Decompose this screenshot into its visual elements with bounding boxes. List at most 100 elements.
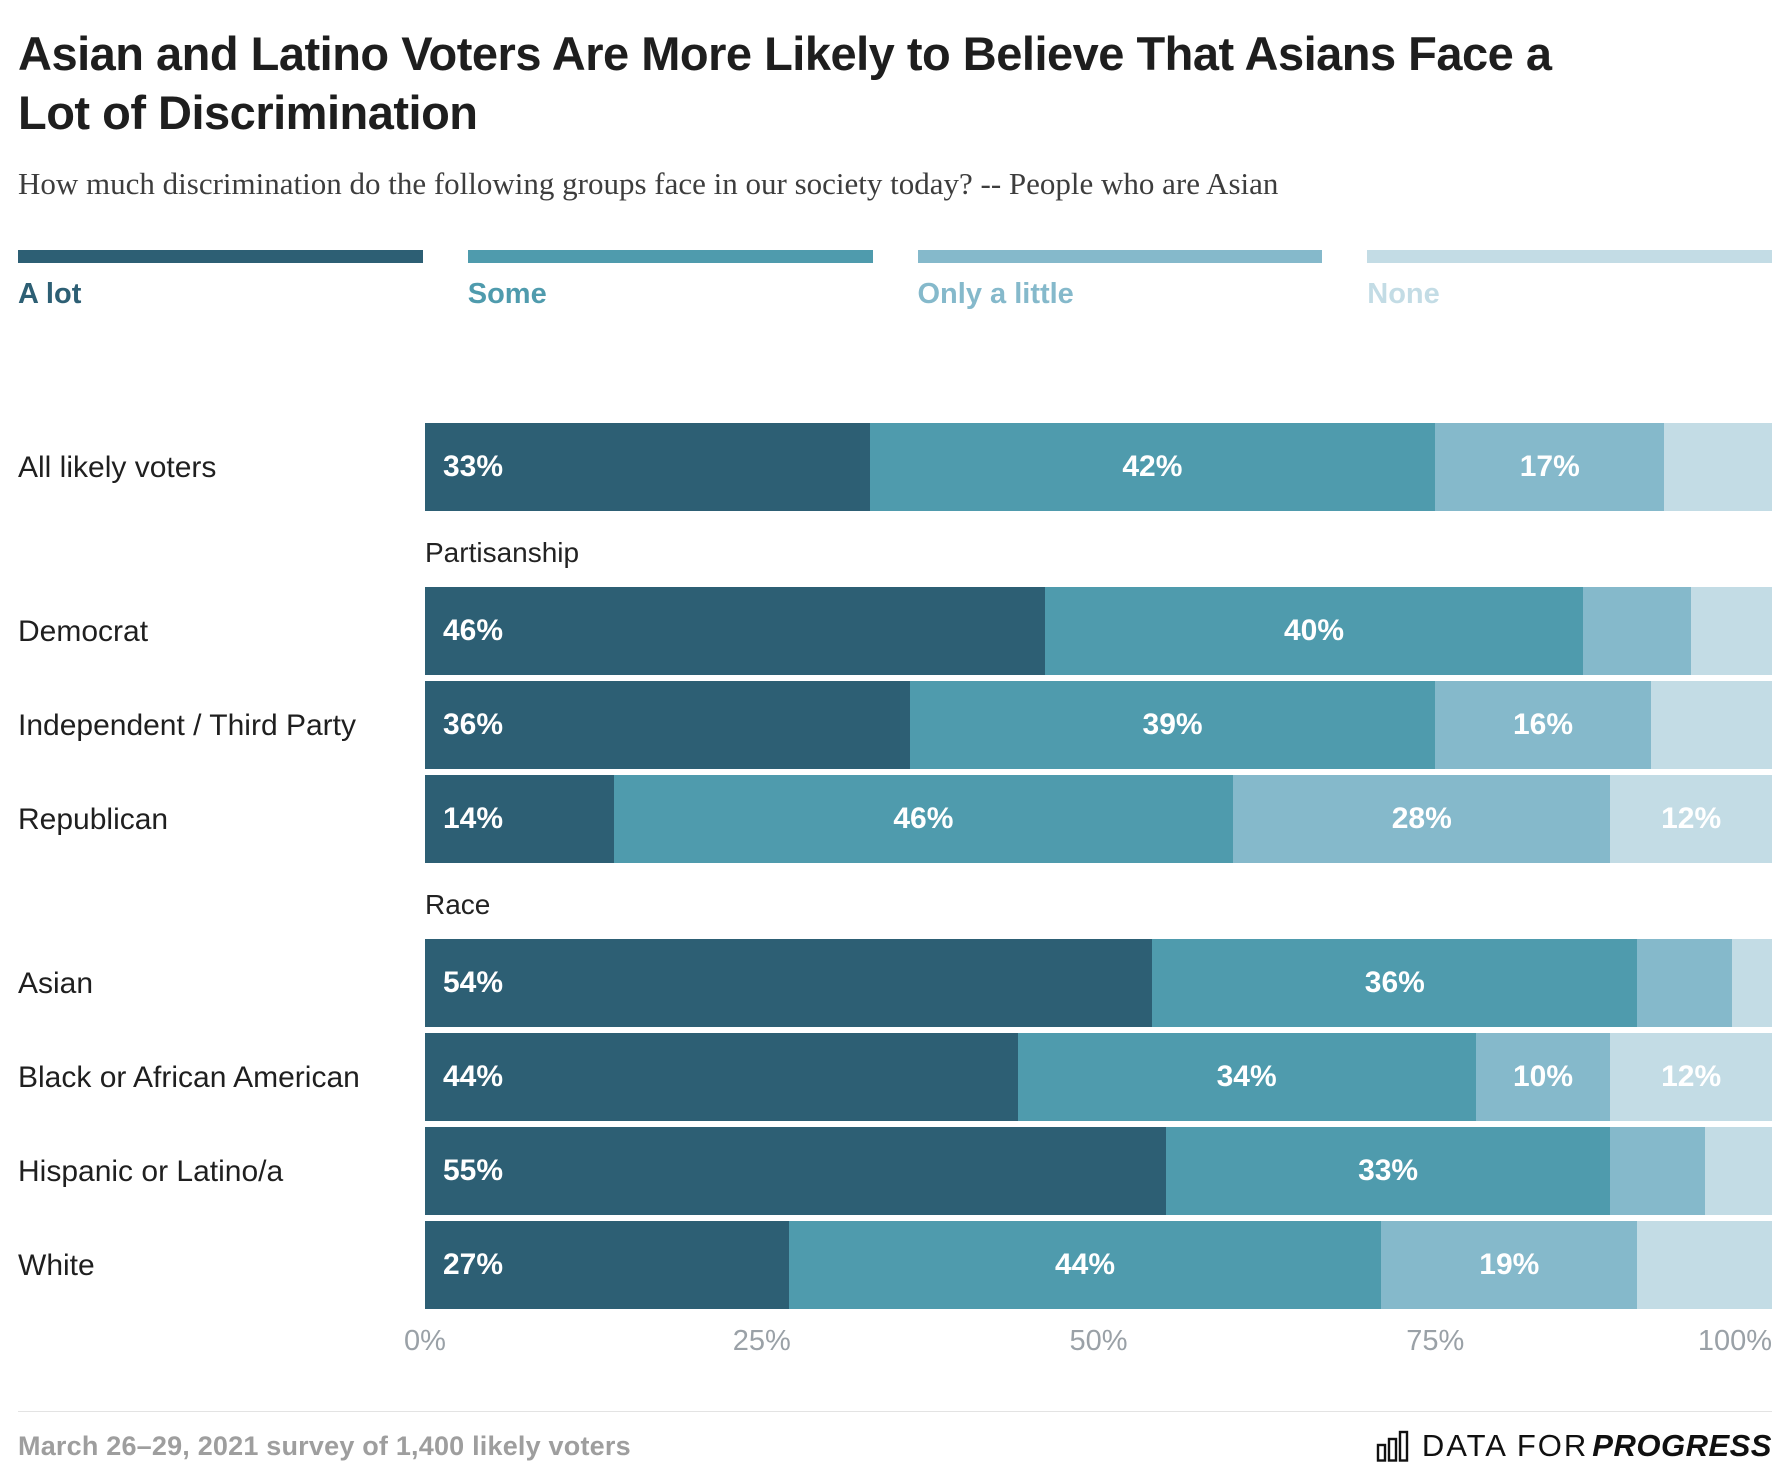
x-axis-tick: 25%	[732, 1325, 791, 1358]
bar-segment-only-a-little	[1583, 587, 1692, 676]
stacked-bar: 14% 46% 28% 12%	[425, 775, 1772, 864]
bar-segment-only-a-little: 16%	[1435, 681, 1651, 770]
chart-subtitle: How much discrimination do the following…	[18, 166, 1279, 202]
segment-value-label: 14%	[443, 802, 504, 836]
bar-segment-some: 40%	[1044, 587, 1584, 676]
bar-segment-some: 34%	[1017, 1033, 1476, 1122]
legend-swatch	[917, 250, 1323, 264]
bar-segment-none	[1637, 1221, 1772, 1310]
segment-value-label: 42%	[1122, 450, 1183, 484]
legend-swatch	[467, 250, 873, 264]
row-label: Democrat	[18, 614, 149, 648]
bar-segment-none: 12%	[1610, 775, 1772, 864]
legend-item-some: Some	[467, 250, 873, 311]
bar-segment-only-a-little: 19%	[1381, 1221, 1638, 1310]
row-label: White	[18, 1248, 95, 1282]
segment-value-label: 34%	[1216, 1060, 1277, 1094]
segment-value-label: 39%	[1142, 708, 1203, 742]
stacked-bar-chart: All likely voters 33% 42% 17% Partisanship De…	[18, 423, 1772, 1310]
stacked-bar: 33% 42% 17%	[425, 423, 1772, 512]
chart-row-independent-third-party: Independent / Third Party 36% 39% 16%	[18, 681, 1772, 770]
chart-row-republican: Republican 14% 46% 28% 12%	[18, 775, 1772, 864]
segment-value-label: 19%	[1479, 1248, 1540, 1282]
segment-value-label: 27%	[443, 1248, 504, 1282]
segment-value-label: 10%	[1512, 1060, 1573, 1094]
segment-value-label: 40%	[1283, 614, 1345, 648]
segment-value-label: 17%	[1519, 450, 1580, 484]
bar-segment-only-a-little: 17%	[1435, 423, 1665, 512]
row-label: Asian	[18, 966, 94, 1000]
row-label: All likely voters	[18, 450, 217, 484]
chart-row-all-likely-voters: All likely voters 33% 42% 17%	[18, 423, 1772, 512]
bar-segment-none	[1664, 423, 1772, 512]
bar-segment-a-lot: 55%	[425, 1127, 1166, 1216]
legend-item-none: None	[1367, 250, 1772, 311]
row-label: Independent / Third Party	[18, 708, 356, 742]
stacked-bar: 55% 33%	[425, 1127, 1772, 1216]
bar-segment-a-lot: 44%	[425, 1033, 1018, 1122]
segment-value-label: 54%	[443, 966, 504, 1000]
segment-value-label: 44%	[1055, 1248, 1116, 1282]
legend-label: A lot	[18, 278, 82, 311]
bar-segment-a-lot: 14%	[425, 775, 614, 864]
stacked-bar: 36% 39% 16%	[425, 681, 1772, 770]
chart-title: Asian and Latino Voters Are More Likely …	[18, 27, 1552, 140]
segment-value-label: 55%	[443, 1154, 504, 1188]
bar-segment-none	[1650, 681, 1772, 770]
brand-prefix: DATA FOR	[1421, 1428, 1589, 1463]
brand-text: DATA FOR PROGRESS	[1422, 1428, 1772, 1464]
bar-segment-some: 33%	[1165, 1127, 1611, 1216]
row-label: Republican	[18, 802, 169, 836]
brand-logo: DATA FOR PROGRESS	[1376, 1428, 1772, 1464]
legend-label: Only a little	[917, 278, 1074, 311]
stacked-bar: 46% 40%	[425, 587, 1772, 676]
bar-segment-none: 12%	[1610, 1033, 1772, 1122]
x-axis-tick: 100%	[1697, 1325, 1772, 1358]
bar-segment-only-a-little: 28%	[1233, 775, 1611, 864]
legend-label: None	[1367, 278, 1440, 311]
chart-row-white: White 27% 44% 19%	[18, 1221, 1772, 1310]
brand-suffix: PROGRESS	[1592, 1428, 1772, 1463]
segment-value-label: 46%	[893, 802, 954, 836]
segment-value-label: 16%	[1512, 708, 1574, 742]
chart-row-hispanic-or-latino-a: Hispanic or Latino/a 55% 33%	[18, 1127, 1772, 1216]
stacked-bar: 54% 36%	[425, 939, 1772, 1028]
legend: A lot Some Only a little None	[18, 250, 1772, 311]
bar-segment-some: 42%	[869, 423, 1436, 512]
row-label: Hispanic or Latino/a	[18, 1154, 284, 1188]
legend-item-only-a-little: Only a little	[917, 250, 1323, 311]
segment-value-label: 44%	[443, 1060, 504, 1094]
bar-segment-none	[1731, 939, 1772, 1028]
segment-value-label: 12%	[1661, 1060, 1722, 1094]
stacked-bar: 27% 44% 19%	[425, 1221, 1772, 1310]
footer: March 26–29, 2021 survey of 1,400 likely…	[18, 1411, 1772, 1464]
bar-segment-a-lot: 36%	[425, 681, 910, 770]
bar-segment-a-lot: 33%	[425, 423, 870, 512]
legend-swatch	[18, 250, 423, 264]
x-axis-tick: 50%	[1069, 1325, 1128, 1358]
segment-value-label: 36%	[443, 708, 504, 742]
bar-segment-some: 36%	[1152, 939, 1638, 1028]
x-axis-tick: 75%	[1406, 1325, 1465, 1358]
x-axis-tick: 0%	[404, 1325, 446, 1358]
section-header-partisanship: Partisanship	[425, 537, 580, 569]
chart-row-black-or-african-american: Black or African American 44% 34% 10% 12%	[18, 1033, 1772, 1122]
segment-value-label: 33%	[443, 450, 504, 484]
row-label: Black or African American	[18, 1060, 360, 1094]
segment-value-label: 46%	[443, 614, 504, 648]
segment-value-label: 36%	[1364, 966, 1425, 1000]
survey-note: March 26–29, 2021 survey of 1,400 likely…	[18, 1430, 631, 1461]
chart-row-democrat: Democrat 46% 40%	[18, 587, 1772, 676]
legend-item-a-lot: A lot	[18, 250, 423, 311]
stacked-bar: 44% 34% 10% 12%	[425, 1033, 1772, 1122]
legend-label: Some	[467, 278, 547, 311]
bar-segment-some: 39%	[909, 681, 1436, 770]
bar-segment-only-a-little: 10%	[1475, 1033, 1611, 1122]
chart-row-asian: Asian 54% 36%	[18, 939, 1772, 1028]
bar-segment-a-lot: 46%	[425, 587, 1045, 676]
legend-swatch	[1367, 250, 1772, 264]
segment-value-label: 28%	[1391, 802, 1452, 836]
bar-segment-a-lot: 54%	[425, 939, 1153, 1028]
x-axis: 0% 25% 50% 75% 100%	[404, 1325, 1772, 1363]
